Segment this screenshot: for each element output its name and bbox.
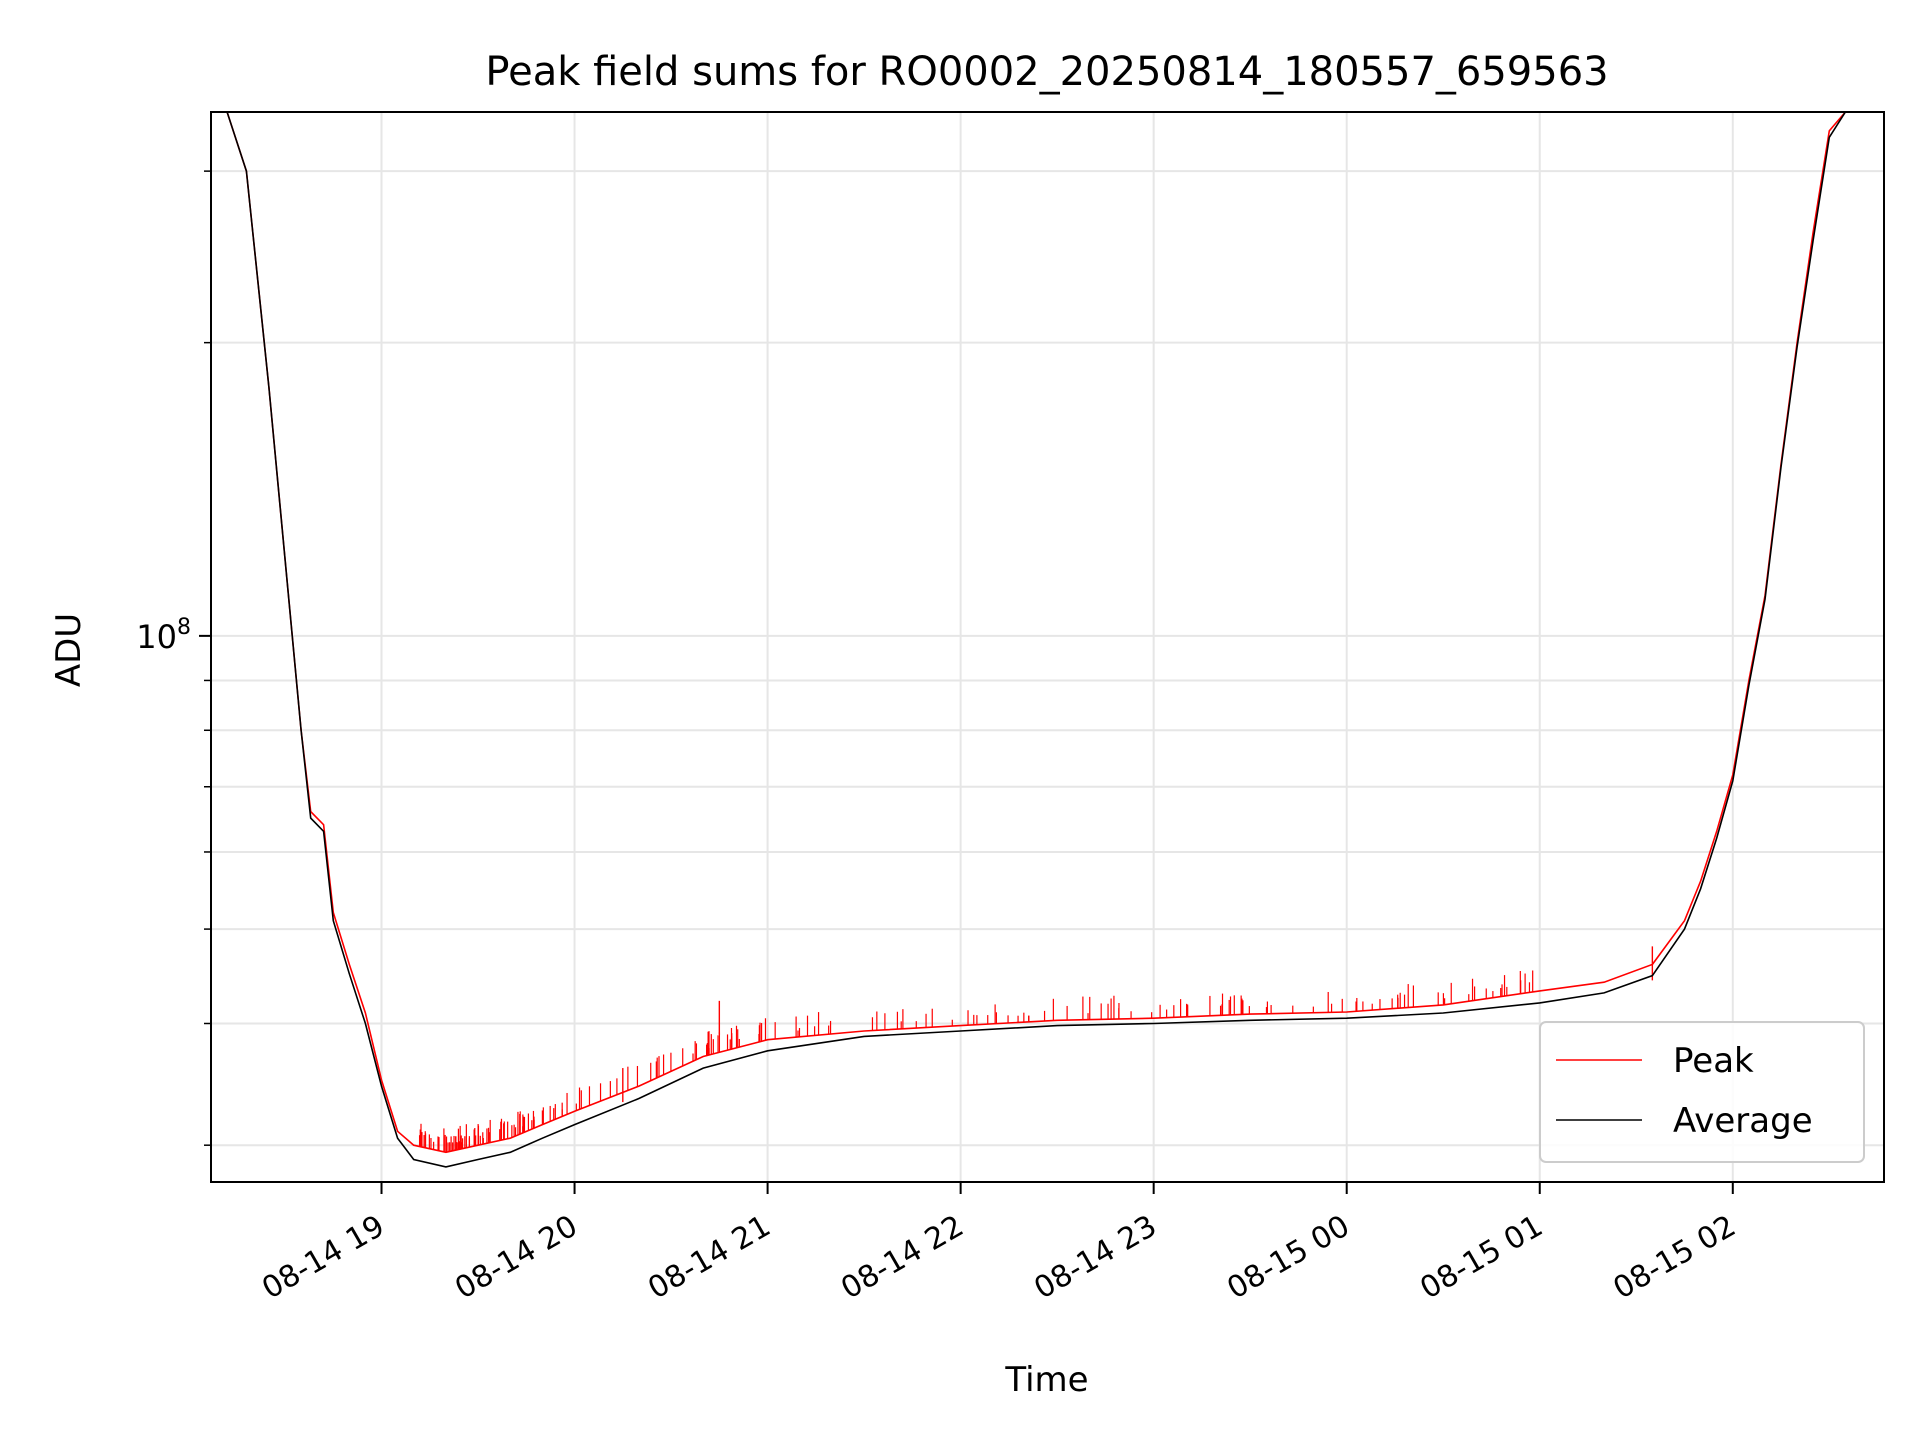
legend-box [1539, 1021, 1865, 1163]
legend-label-average: Average [1673, 1101, 1813, 1141]
y-axis-label: ADU [49, 613, 89, 687]
legend: Peak Average [1539, 1021, 1865, 1163]
series-layer [226, 112, 1884, 1168]
x-axis-label: Time [1004, 1360, 1088, 1400]
legend-label-peak: Peak [1673, 1041, 1754, 1081]
plot-frame [210, 111, 1885, 1183]
chart-title: Peak field sums for RO0002_20250814_1805… [485, 49, 1608, 95]
series-line-average [226, 112, 1884, 1168]
